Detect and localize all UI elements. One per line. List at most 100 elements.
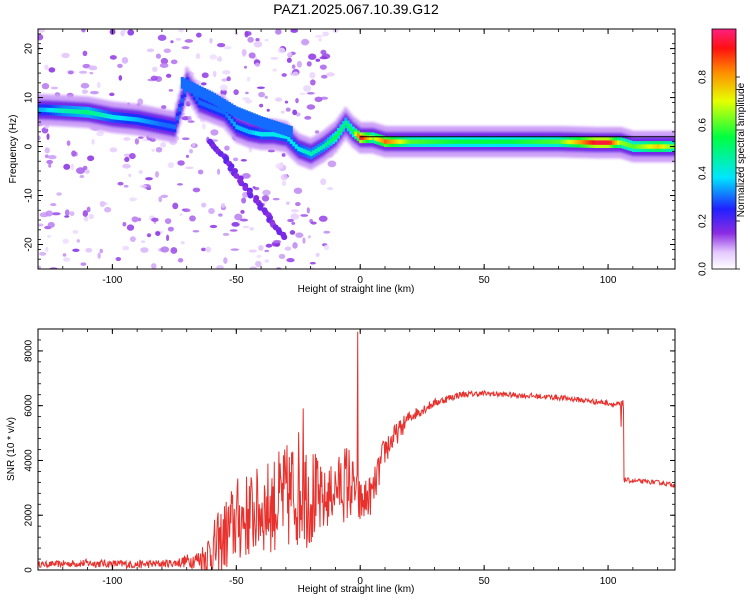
spectrogram-noise-blob [281,73,287,77]
spectrogram-x-tick-label: 0 [357,275,363,286]
spectrogram-ridge-peak-cell [351,129,355,135]
spectrogram-ridge-peak-cell [304,149,308,155]
spectrogram-noise-blob [137,217,142,222]
spectrogram-streak-blob [281,234,288,241]
spectrogram-branch-cell [203,88,207,100]
spectrogram-ridge-peak-cell [123,116,127,121]
spectrogram-noise-blob [46,159,53,165]
spectrogram-noise-blob [185,166,194,170]
spectrogram-noise-blob [241,197,247,204]
spectrogram-branch-cell [282,123,286,136]
spectrogram-noise-blob [280,173,288,181]
spectrogram-ridge-peak-cell [133,117,137,122]
spectrogram-ridge-peak-cell [49,107,53,113]
spectrogram-noise-blob [200,82,207,86]
spectrogram-ridge-peak-cell [507,139,511,144]
spectrogram-noise-blob [242,225,250,229]
spectrogram-noise-blob [78,70,88,74]
spectrogram-ridge-peak-cell [267,132,271,137]
spectrogram-noise-blob [289,230,296,235]
spectrogram-noise-blob [302,85,312,92]
spectrogram-noise-blob [166,234,170,242]
spectrogram-ridge-peak-cell [475,139,479,144]
spectrogram-ridge-peak-cell [550,139,554,144]
spectrogram-noise-blob [117,63,123,68]
spectrogram-ridge-peak-cell [460,139,464,144]
spectrogram-ridge-peak-cell [418,139,422,144]
chart-title: PAZ1.2025.067.10.39.G12 [273,1,439,17]
spectrogram-noise-blob [286,201,290,205]
spectrogram-noise-blob [319,56,328,60]
spectrogram-noise-blob [314,96,323,103]
spectrogram-ridge-peak-cell [522,139,526,144]
spectrogram-noise-blob [185,154,190,158]
spectrogram-ridge-peak-cell [406,139,410,144]
spectrogram-noise-blob [121,57,129,64]
spectrogram-ridge-peak-cell [324,142,328,147]
spectrogram-ridge-peak-cell [644,144,648,149]
spectrogram-noise-blob [319,64,327,70]
spectrogram-ridge-peak-cell [612,140,616,145]
spectrogram-noise-blob [81,89,89,94]
snr-series-line [38,331,675,570]
spectrogram-ridge-peak-cell [359,135,363,140]
spectrogram-noise-blob [64,215,70,218]
spectrogram-y-tick-label: 0 [24,143,35,149]
spectrogram-noise-blob [286,57,292,63]
spectrogram-ridge-peak-cell [237,125,241,131]
spectrogram-ridge-peak-cell [232,121,236,127]
spectrogram-branch-cell [245,110,249,123]
spectrogram-noise-blob [267,149,275,153]
spectrogram-noise-blob [160,57,169,65]
spectrogram-noise-blob [192,230,200,233]
spectrogram-noise-blob [275,163,284,169]
spectrogram-noise-blob [240,218,248,222]
spectrogram-ridge-peak-cell [411,139,415,144]
spectrogram-ridge-peak-cell [247,129,251,135]
spectrogram-noise-blob [309,261,316,265]
spectrogram-noise-blob [295,97,299,104]
spectrogram-noise-blob [216,42,226,48]
spectrogram-ridge-peak-cell [589,140,593,145]
spectrogram-ridge-peak-cell [289,139,293,144]
spectrogram-noise-blob [308,53,317,60]
spectrogram-branch-cell [188,80,192,93]
spectrogram-ridge-peak-cell [416,139,420,144]
spectrogram-ridge [38,77,675,160]
spectrogram-noise-blob [290,209,300,213]
spectrogram-noise-blob [159,63,169,69]
spectrogram-noise-blob [142,138,149,142]
spectrogram-noise-blob [272,68,277,72]
spectrogram-ridge-peak-cell [463,139,467,144]
spectrogram-ridge-peak-cell [535,139,539,144]
spectrogram-noise-blob [157,34,167,41]
spectrogram-ridge-peak-cell [319,145,323,151]
spectrogram-noise-blob [270,57,279,60]
spectrogram-ridge-peak-cell [403,139,407,144]
spectrogram-noise-blob [145,177,153,181]
spectrogram-ridge-peak-cell [235,124,239,130]
spectrogram-ridge-peak-cell [160,122,164,127]
spectrogram-noise-blob [152,66,158,73]
spectrogram-ridge-peak-cell [314,148,318,154]
spectrogram-ridge-peak-cell [592,140,596,145]
spectrogram-ridge-peak-cell [473,139,477,144]
spectrogram-noise-blob [124,156,130,162]
spectrogram-ridge-peak-cell [212,106,216,111]
spectrogram-ridge-peak-cell [388,139,392,144]
spectrogram-branch-cell [240,108,244,121]
spectrogram-y-tick-label: -10 [24,188,35,203]
spectrogram-ridge-peak-cell [309,151,313,157]
spectrogram-streak-blob [247,192,254,199]
spectrogram-noise-blob [230,248,240,251]
spectrogram-branch-cell [190,81,194,94]
spectrogram-ridge-peak-cell [61,108,65,113]
spectrogram-noise-blob [189,215,196,222]
spectrogram-noise-blob [307,235,311,239]
spectrogram-ridge-peak-cell [443,139,447,144]
spectrogram-branch-cell [185,79,189,92]
spectrogram-ridge-peak-cell [381,138,385,144]
spectrogram-ridge-peak-cell [136,117,140,122]
spectrogram-noise-blob [249,227,254,231]
spectrogram-noise-blob [320,178,327,186]
